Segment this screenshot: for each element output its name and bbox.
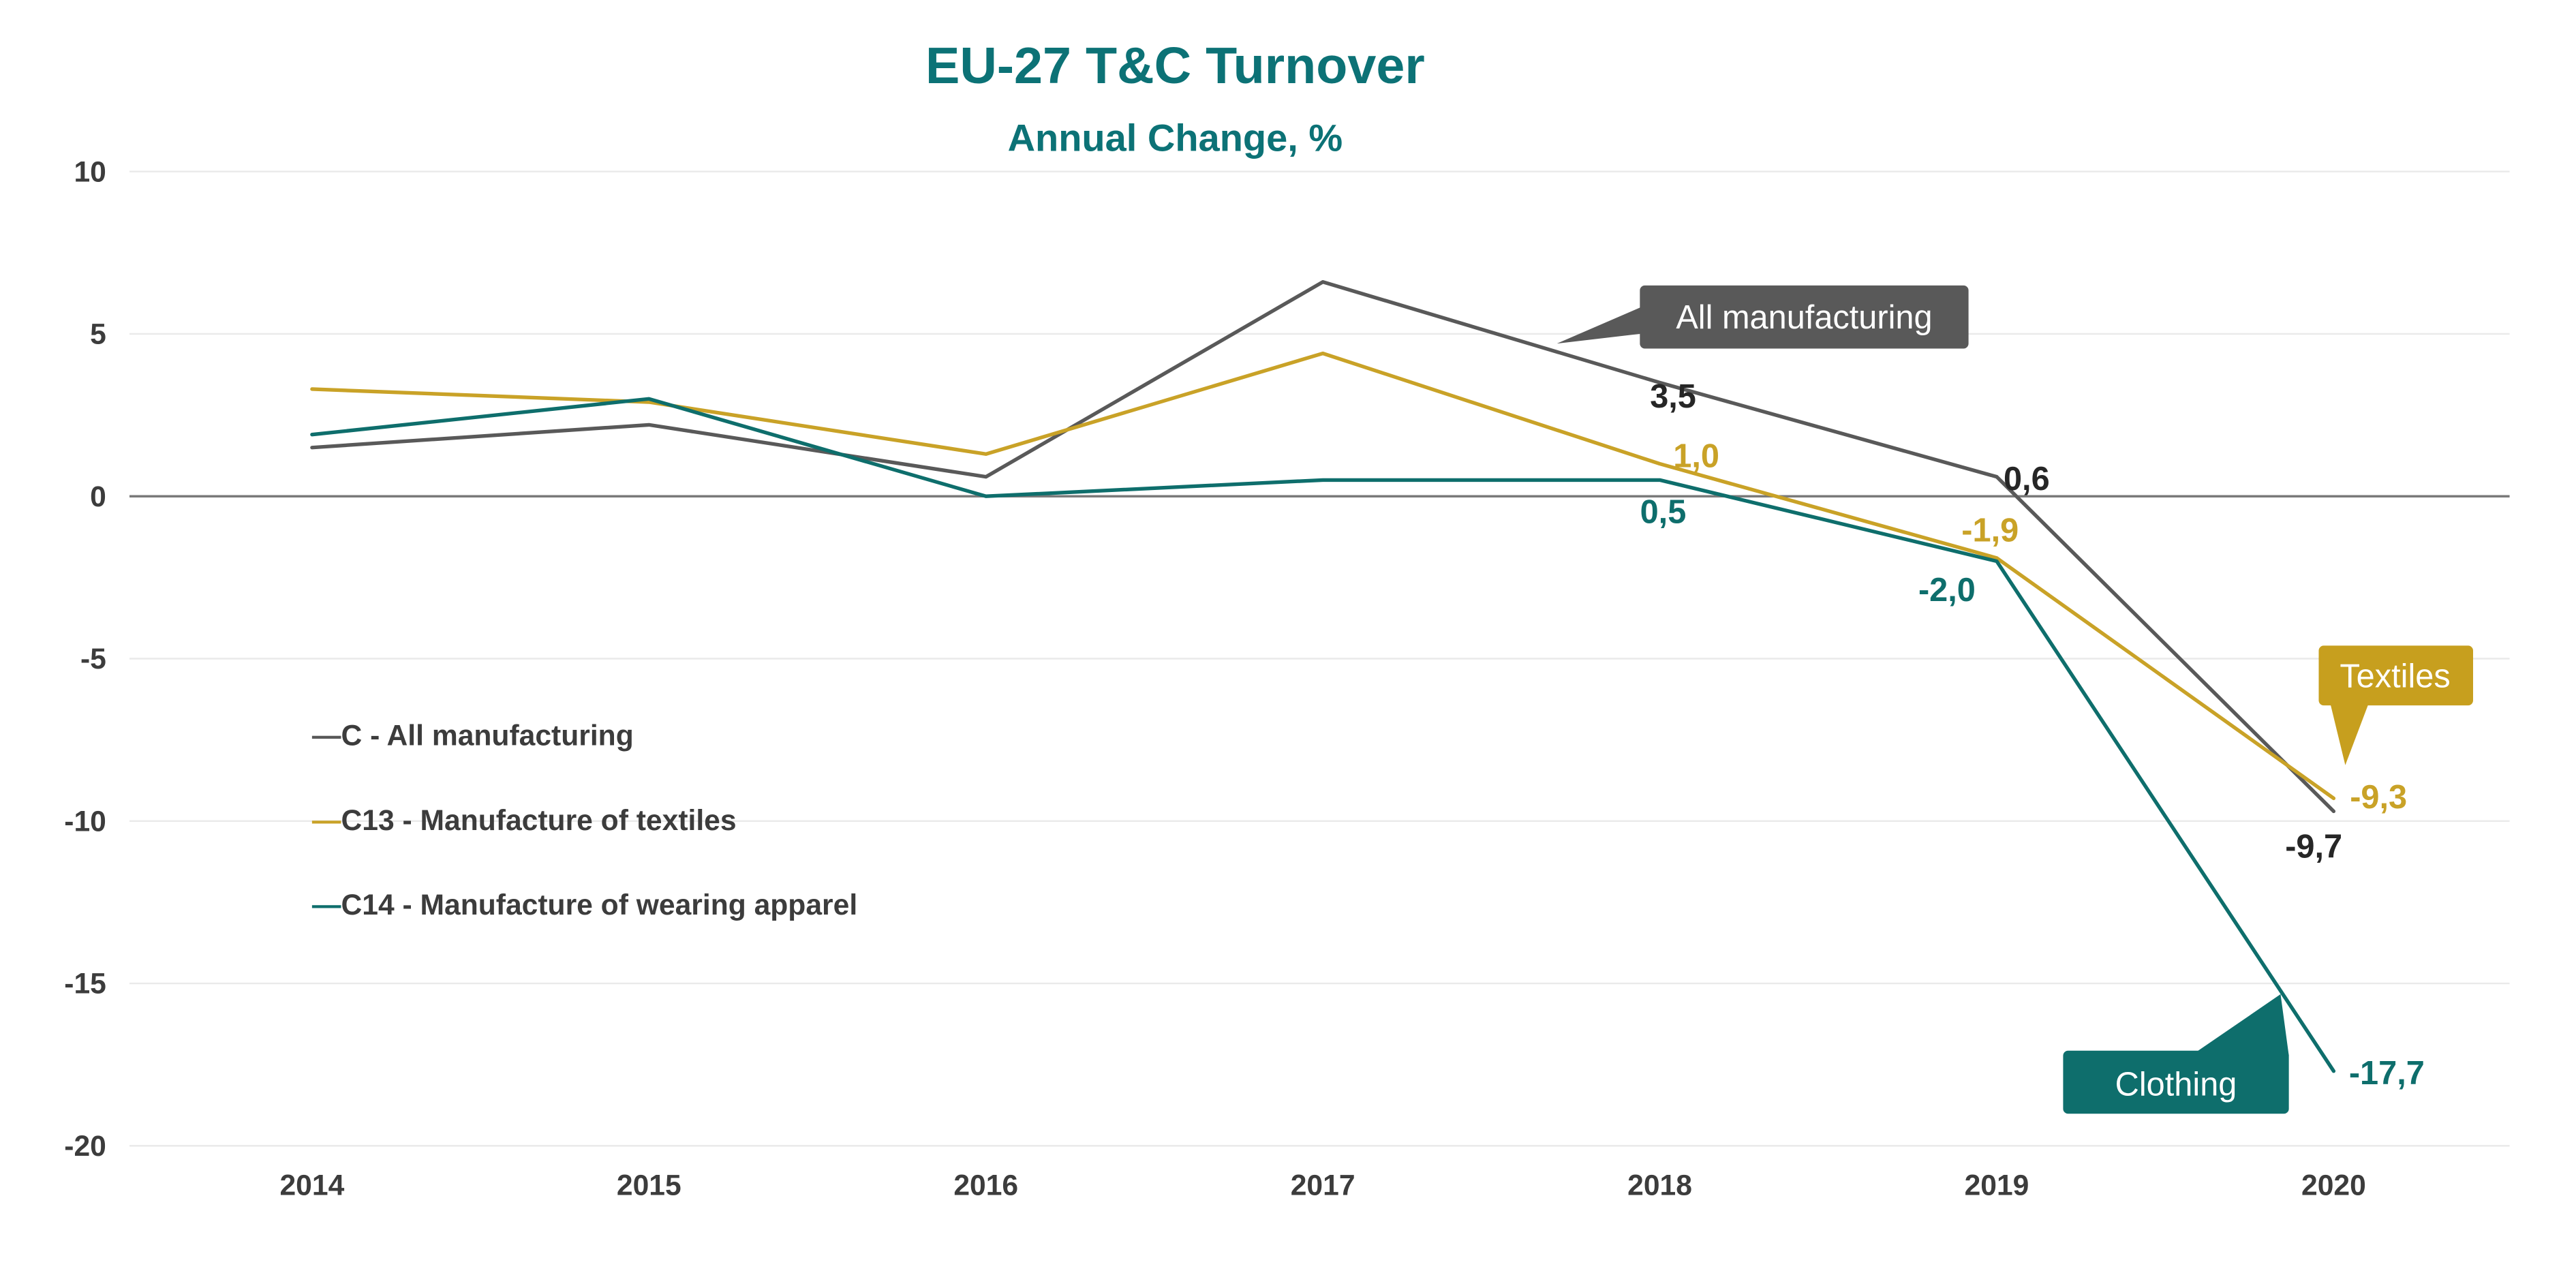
callout-box <box>2063 1050 2289 1114</box>
y-tick-label: 5 <box>90 318 106 351</box>
legend-label-textiles: C13 - Manufacture of textiles <box>341 804 736 837</box>
data-label-apparel: -2,0 <box>1918 572 1976 609</box>
callout-label: Clothing <box>2115 1066 2237 1103</box>
callout-label: Textiles <box>2340 658 2450 694</box>
callout-label: All manufacturing <box>1676 299 1932 336</box>
callout-box <box>2318 645 2473 706</box>
series-lines <box>310 280 2336 1073</box>
y-axis-labels: 10 5 0 -5 -10 -15 -20 <box>64 155 106 1163</box>
legend-swatch-manufacturing: — <box>312 720 341 752</box>
data-label-apparel: 0,5 <box>1640 494 1687 531</box>
data-labels: 3,5 0,6 -9,7 1,0 -1,9 -9,3 0,5 -2,0 -17,7 <box>1640 378 2425 1092</box>
data-label-manufacturing: -9,7 <box>2285 829 2342 865</box>
callout-pointer <box>2330 703 2369 765</box>
callout-textiles: Textiles <box>2318 645 2473 765</box>
y-tick-label: -15 <box>64 968 106 1000</box>
series-line-manufacturing <box>310 280 2336 814</box>
series-line-textiles <box>310 351 2336 801</box>
y-tick-label: -5 <box>80 643 106 675</box>
legend-label-apparel: C14 - Manufacture of wearing apparel <box>341 889 857 921</box>
data-label-manufacturing: 3,5 <box>1650 378 1696 415</box>
data-label-textiles: 1,0 <box>1673 438 1719 474</box>
x-tick-label: 2019 <box>1965 1169 2029 1202</box>
callout-all-manufacturing: All manufacturing <box>1557 285 1969 349</box>
legend-swatch-textiles: — <box>312 804 341 837</box>
legend-item-apparel: —C14 - Manufacture of wearing apparel <box>312 889 857 921</box>
y-tick-label: 0 <box>90 480 106 513</box>
legend-item-manufacturing: —C - All manufacturing <box>312 720 634 752</box>
callout-pointer <box>2190 994 2289 1056</box>
legend-item-textiles: —C13 - Manufacture of textiles <box>312 804 737 837</box>
chart-subtitle: Annual Change, % <box>1008 117 1343 159</box>
callout-clothing: Clothing <box>2063 994 2289 1114</box>
y-tick-label: -10 <box>64 805 106 838</box>
series-line-apparel <box>310 397 2336 1073</box>
data-label-apparel: -17,7 <box>2349 1055 2425 1092</box>
gridlines <box>129 170 2510 1147</box>
legend-swatch-apparel: — <box>312 889 341 921</box>
y-tick-label: -20 <box>64 1130 106 1163</box>
callout-box <box>1640 285 1969 349</box>
x-tick-label: 2018 <box>1627 1169 1692 1202</box>
x-tick-label: 2017 <box>1291 1169 1355 1202</box>
legend-label-manufacturing: C - All manufacturing <box>341 720 633 752</box>
data-label-textiles: -1,9 <box>1961 512 2019 549</box>
x-tick-label: 2014 <box>279 1169 344 1202</box>
x-tick-label: 2020 <box>2301 1169 2366 1202</box>
x-axis-labels: 2014 2015 2016 2017 2018 2019 2020 <box>279 1169 2365 1202</box>
data-label-textiles: -9,3 <box>2350 779 2407 816</box>
data-label-manufacturing: 0,6 <box>2004 461 2050 497</box>
x-tick-label: 2015 <box>617 1169 681 1202</box>
callout-pointer <box>1557 300 1657 344</box>
legend: —C - All manufacturing—C13 - Manufacture… <box>312 720 857 921</box>
chart-title: EU-27 T&C Turnover <box>925 37 1425 94</box>
y-tick-label: 10 <box>74 155 106 188</box>
x-tick-label: 2016 <box>953 1169 1018 1202</box>
